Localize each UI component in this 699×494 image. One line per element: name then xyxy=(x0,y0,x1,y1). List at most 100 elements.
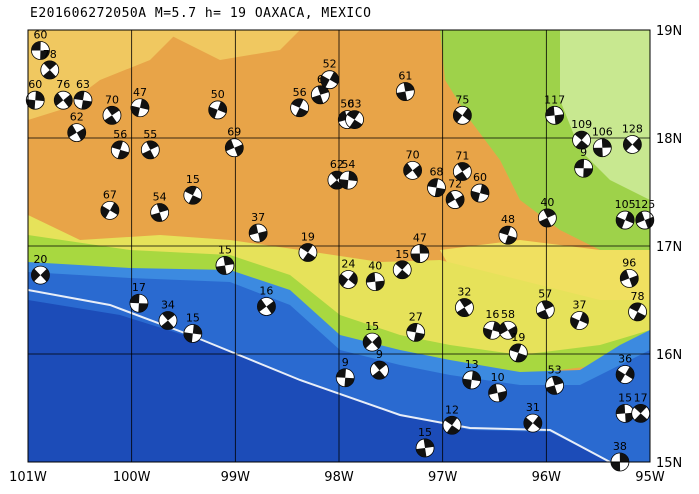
depth-label: 67 xyxy=(103,188,117,201)
beachball-quadrant xyxy=(635,211,645,224)
beachball-quadrant xyxy=(601,138,612,148)
depth-label: 34 xyxy=(161,299,175,312)
beachball-quadrant xyxy=(459,298,473,308)
depth-label: 37 xyxy=(251,211,265,224)
beachball-quadrant xyxy=(266,301,276,314)
beachball-quadrant xyxy=(574,159,585,169)
beachball-quadrant xyxy=(339,179,349,190)
depth-label: 55 xyxy=(143,128,157,141)
beachball xyxy=(415,438,435,458)
beachball-quadrant xyxy=(373,361,387,371)
depth-label: 54 xyxy=(341,158,355,171)
beachball-quadrant xyxy=(462,378,472,389)
beachball-quadrant xyxy=(545,385,558,395)
depth-label: 105 xyxy=(615,198,636,211)
beachball xyxy=(53,90,73,110)
beachball-quadrant xyxy=(300,243,314,253)
depth-label: 48 xyxy=(501,213,515,226)
beachball xyxy=(158,311,178,330)
depth-label: 19 xyxy=(511,331,525,344)
beachball-quadrant xyxy=(453,109,463,123)
beachball xyxy=(455,298,474,317)
depth-label: 9 xyxy=(580,146,587,159)
beachball-quadrant xyxy=(225,139,235,152)
beachball-quadrant xyxy=(26,99,36,110)
beachball-quadrant xyxy=(403,82,415,92)
depth-label: 40 xyxy=(368,260,382,273)
beachball-quadrant xyxy=(579,312,589,325)
frame xyxy=(27,29,651,463)
depth-label: 76 xyxy=(56,78,70,91)
beachball-quadrant xyxy=(539,217,552,227)
beachball xyxy=(365,272,385,292)
beachball-quadrant xyxy=(416,447,427,457)
map-title: E201606272050A M=5.7 h= 19 OAXACA, MEXIC… xyxy=(30,6,371,21)
beachball-quadrant xyxy=(234,144,244,157)
beachball-quadrant xyxy=(620,269,630,282)
depth-label: 15 xyxy=(218,243,232,256)
depth-label: 56 xyxy=(293,86,307,99)
beachball-quadrant xyxy=(575,140,589,150)
beachball-quadrant xyxy=(396,91,408,101)
beachball-quadrant xyxy=(106,106,120,116)
beachball-quadrant xyxy=(151,212,163,222)
beachball-quadrant xyxy=(146,140,159,150)
x-tick-label: 98W xyxy=(324,470,354,485)
depth-label: 15 xyxy=(186,311,200,324)
depth-label: 32 xyxy=(457,286,471,299)
beachball xyxy=(140,140,160,160)
beachball-quadrant xyxy=(330,180,343,190)
beachball-quadrant xyxy=(338,110,348,122)
beachball xyxy=(535,300,555,320)
beachball xyxy=(488,383,508,403)
beachball-quadrant xyxy=(43,69,56,79)
beachball xyxy=(635,210,655,230)
beachball-quadrant xyxy=(570,316,580,329)
beachball xyxy=(298,243,318,262)
beachball-quadrant xyxy=(35,91,45,102)
depth-label: 36 xyxy=(618,353,632,366)
beachball-quadrant xyxy=(257,299,267,312)
beachball-quadrant xyxy=(372,370,386,380)
beachball xyxy=(427,178,446,198)
beachball xyxy=(545,105,565,125)
beachball xyxy=(622,135,642,154)
depth-label: 9 xyxy=(376,348,383,361)
beachball-quadrant xyxy=(551,376,564,386)
beachball-quadrant xyxy=(616,404,626,415)
beachball xyxy=(320,70,340,90)
beachball-quadrant xyxy=(593,147,603,157)
beachball-quadrant xyxy=(545,106,555,117)
beachball-quadrant xyxy=(111,140,123,150)
beachball-quadrant xyxy=(446,425,460,435)
beachball-quadrant xyxy=(444,416,458,426)
depth-label: 63 xyxy=(76,78,90,91)
beachball-quadrant xyxy=(104,115,118,125)
beachball-quadrant xyxy=(629,302,642,312)
y-tick-label: 17N xyxy=(656,240,682,255)
beachball-quadrant xyxy=(505,235,517,245)
depth-label: 17 xyxy=(132,281,146,294)
beachball-quadrant xyxy=(330,171,344,181)
beachball-quadrant xyxy=(67,124,77,138)
depth-label: 70 xyxy=(406,148,420,161)
beachball-quadrant xyxy=(208,106,218,119)
depth-label: 117 xyxy=(544,93,565,106)
beachball-quadrant xyxy=(456,307,470,317)
beachball xyxy=(73,90,93,110)
x-tick-label: 99W xyxy=(221,470,251,485)
beachball-quadrant xyxy=(142,149,155,159)
beachball xyxy=(370,360,389,380)
beachball-quadrant xyxy=(184,186,197,196)
beachball xyxy=(498,225,518,245)
beachball-quadrant xyxy=(223,256,234,266)
beachball xyxy=(462,370,482,390)
depth-label: 62 xyxy=(330,158,344,171)
beachball-quadrant xyxy=(43,60,57,70)
beachball-quadrant xyxy=(162,311,175,321)
beachball-quadrant xyxy=(462,108,472,121)
beachball-quadrant xyxy=(348,272,358,286)
beachball-quadrant xyxy=(100,205,110,219)
x-tick-label: 96W xyxy=(532,470,562,485)
beachball xyxy=(67,123,87,143)
